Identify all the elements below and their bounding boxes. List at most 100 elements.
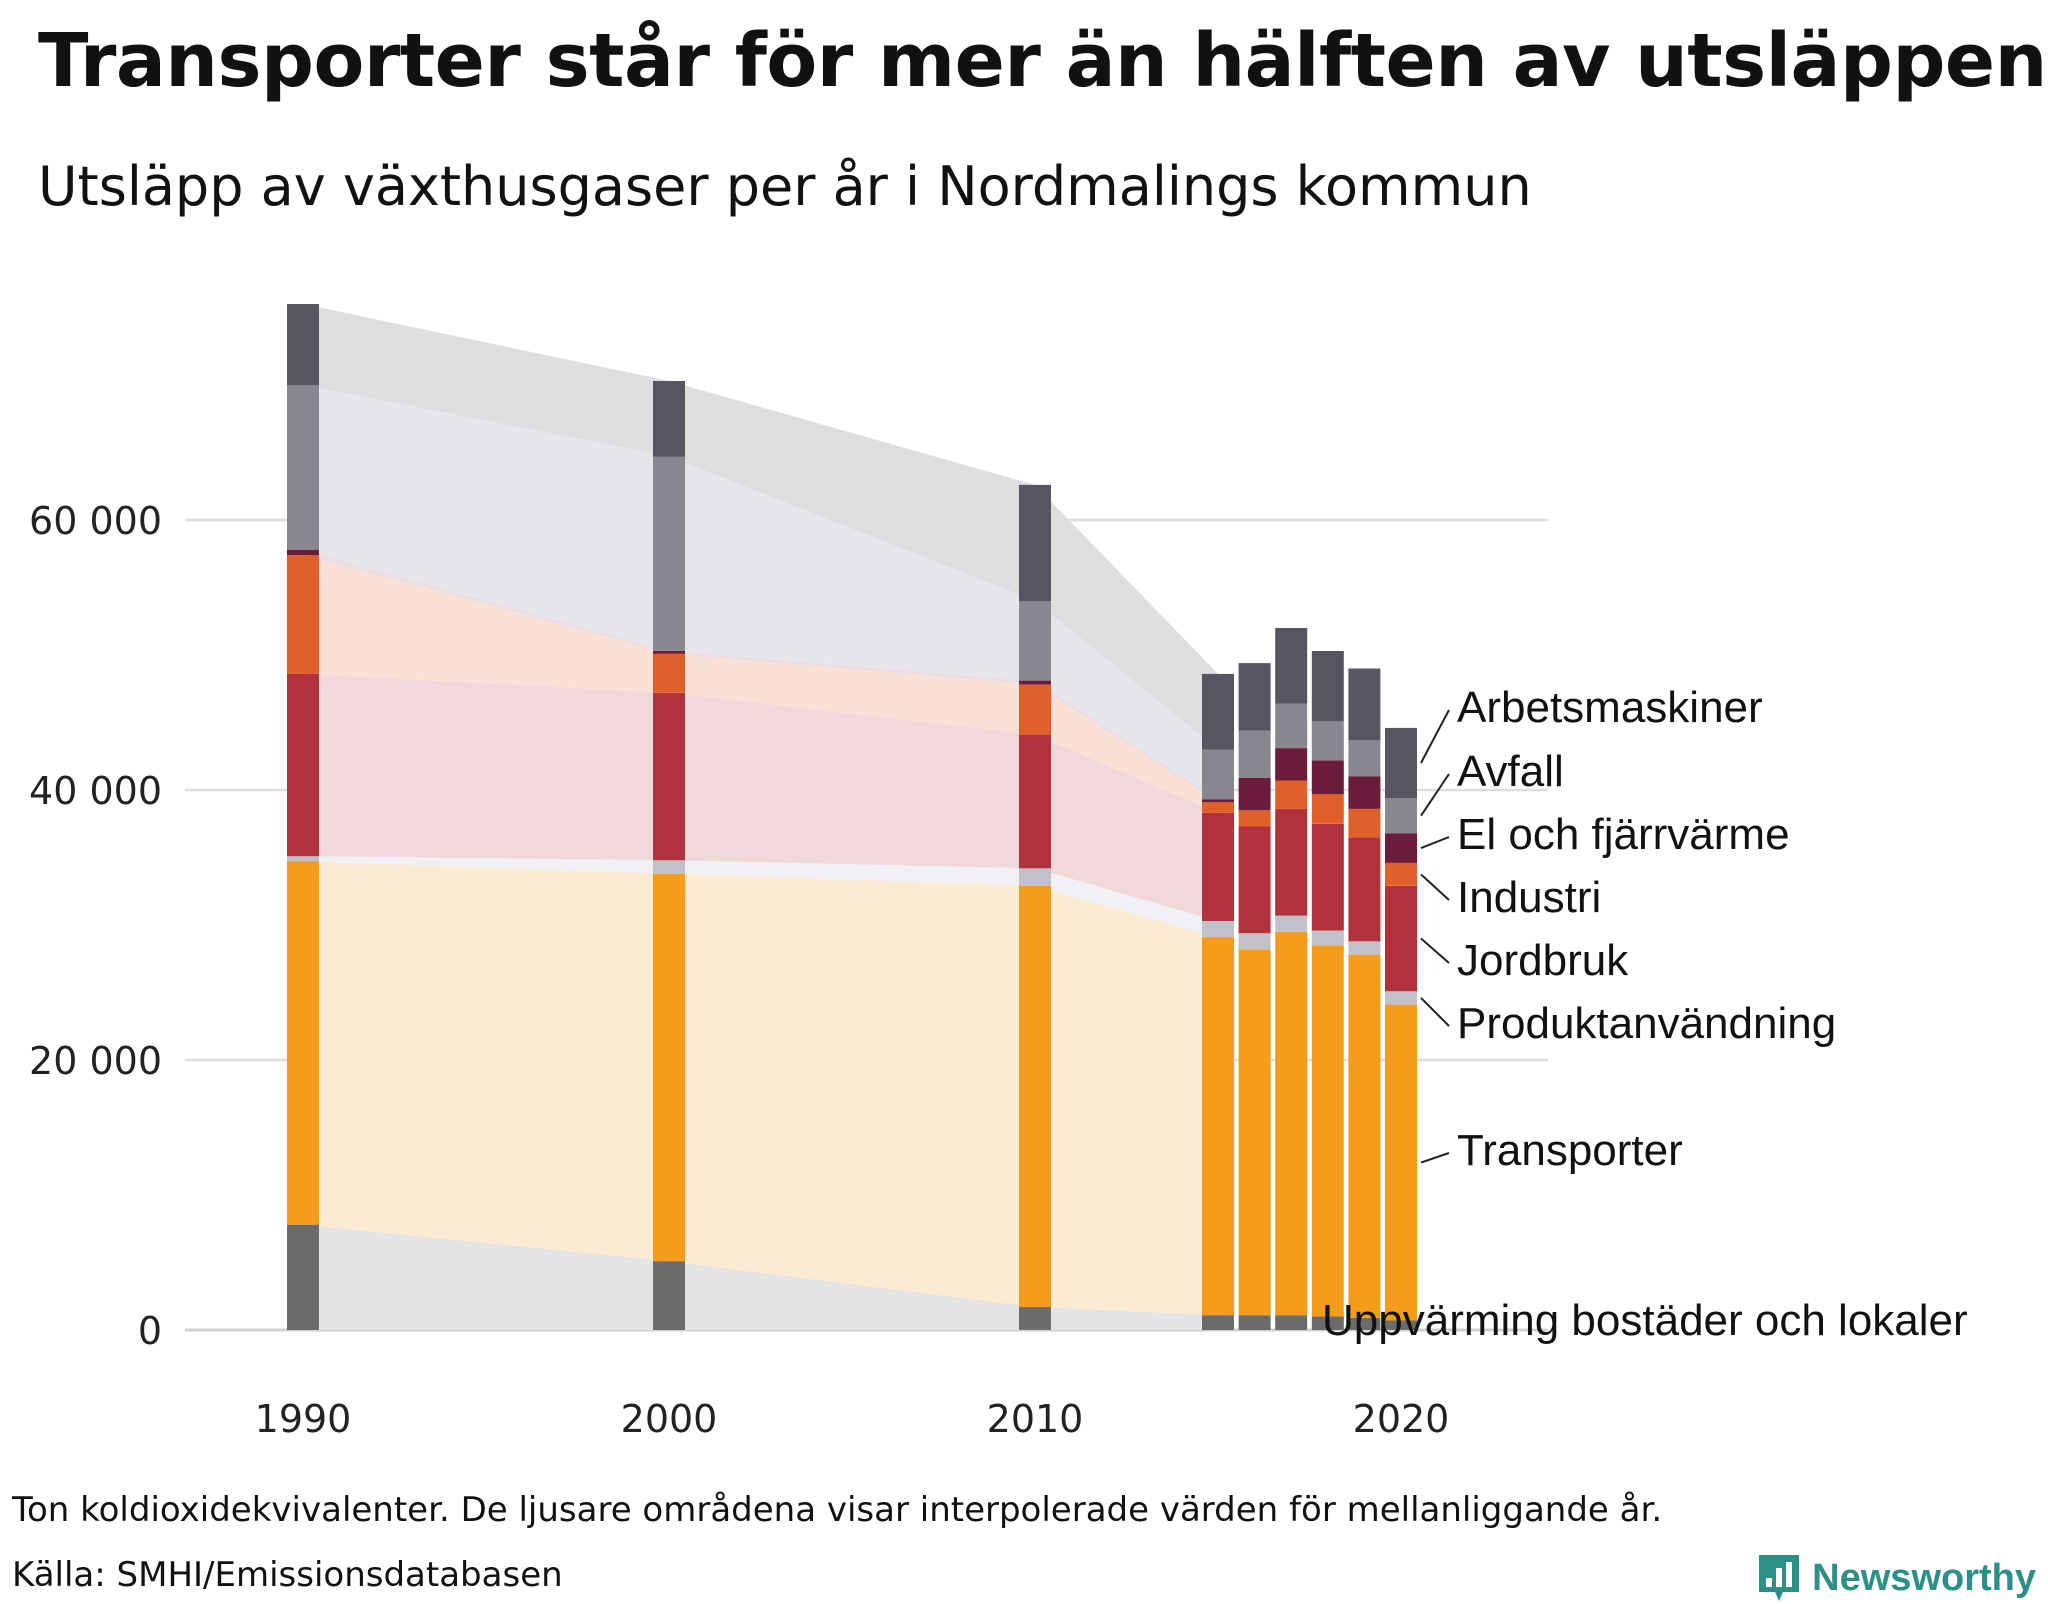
area-industri xyxy=(303,555,1218,813)
bar-segment-avfall-2020 xyxy=(1385,798,1417,834)
bar-segment-produktanvandning-2018 xyxy=(1311,930,1344,946)
bar-segment-avfall-2016 xyxy=(1238,730,1271,778)
bar-segment-produktanvandning-2017 xyxy=(1275,915,1308,932)
bar-segment-produktanvandning-2000 xyxy=(653,860,685,874)
x-tick-label: 1990 xyxy=(255,1397,352,1441)
chart-title: Transporter står för mer än hälften av u… xyxy=(38,18,2047,104)
brand[interactable]: Newsworthy xyxy=(1756,1552,2036,1604)
bar-segment-jordbruk-2015 xyxy=(1202,813,1234,921)
bar-segment-industri-2015 xyxy=(1202,802,1234,813)
bar-segment-avfall-1990 xyxy=(287,385,319,550)
bar-segment-avfall-2000 xyxy=(653,456,685,651)
bar-segment-jordbruk-2018 xyxy=(1311,823,1344,931)
bar-segment-transporter-2000 xyxy=(653,873,685,1262)
series-label-jordbruk: Jordbruk xyxy=(1457,936,1629,985)
bar-segment-industri-2020 xyxy=(1385,862,1417,886)
leader-line xyxy=(1420,937,1450,964)
bar-segment-produktanvandning-2015 xyxy=(1202,921,1234,938)
area-arbetsmaskiner xyxy=(303,304,1218,750)
bar-segment-transporter-2019 xyxy=(1348,954,1381,1318)
bar-segment-industri-2018 xyxy=(1311,794,1344,824)
bar-segment-industri-2016 xyxy=(1238,810,1271,827)
area-transporter xyxy=(303,861,1218,1316)
bar-segment-jordbruk-2010 xyxy=(1019,734,1051,869)
series-label-industri: Industri xyxy=(1457,873,1601,922)
bar-segment-avfall-2019 xyxy=(1348,740,1381,777)
bar-segment-transporter-2017 xyxy=(1275,931,1308,1316)
bar-segment-produktanvandning-2010 xyxy=(1019,868,1051,886)
bar-segment-arbetsmaskiner-2019 xyxy=(1348,668,1381,740)
bar-segment-arbetsmaskiner-1990 xyxy=(287,304,319,385)
bar-segment-el-och-fjarrvarme-2019 xyxy=(1348,776,1381,809)
bar-segment-el-och-fjarrvarme-2020 xyxy=(1385,833,1417,863)
bar-segment-avfall-2015 xyxy=(1202,749,1234,800)
bar-segment-produktanvandning-2019 xyxy=(1348,941,1381,955)
leader-line xyxy=(1420,1152,1450,1164)
bar-segment-arbetsmaskiner-2010 xyxy=(1019,484,1051,601)
bar-segment-uppvarming-bostader-och-lokaler-2010 xyxy=(1019,1307,1051,1330)
bar-segment-uppvarming-bostader-och-lokaler-2017 xyxy=(1275,1315,1308,1330)
bar-segment-el-och-fjarrvarme-2017 xyxy=(1275,748,1308,781)
leader-line xyxy=(1420,997,1450,1027)
bar-segment-avfall-2017 xyxy=(1275,703,1308,749)
bar-segment-transporter-2020 xyxy=(1385,1004,1417,1321)
bar-segment-uppvarming-bostader-och-lokaler-2015 xyxy=(1202,1315,1234,1330)
footnote: Ton koldioxidekvivalenter. De ljusare om… xyxy=(12,1490,1663,1530)
bar-segment-arbetsmaskiner-2017 xyxy=(1275,628,1308,704)
bar-segment-jordbruk-2020 xyxy=(1385,885,1417,992)
x-tick-label: 2020 xyxy=(1353,1397,1450,1441)
series-label-arbetsmaskiner: Arbetsmaskiner xyxy=(1457,683,1763,732)
bar-segment-industri-2000 xyxy=(653,653,685,693)
area-produktanvandning xyxy=(303,856,1218,938)
bar-segment-uppvarming-bostader-och-lokaler-2000 xyxy=(653,1261,685,1330)
y-tick-label: 20 000 xyxy=(29,1039,162,1083)
bar-segment-produktanvandning-2016 xyxy=(1238,933,1271,950)
bar-segment-avfall-2010 xyxy=(1019,601,1051,681)
bar-segment-el-och-fjarrvarme-2010 xyxy=(1019,680,1051,685)
bar-segment-el-och-fjarrvarme-2018 xyxy=(1311,760,1344,795)
leader-line xyxy=(1420,709,1450,764)
source-note: Källa: SMHI/Emissionsdatabasen xyxy=(12,1555,563,1595)
area-avfall xyxy=(303,385,1218,800)
bar-segment-el-och-fjarrvarme-2016 xyxy=(1238,777,1271,811)
bar-segment-transporter-1990 xyxy=(287,861,319,1225)
bar-segment-el-och-fjarrvarme-2015 xyxy=(1202,799,1234,803)
bar-segment-arbetsmaskiner-2016 xyxy=(1238,663,1271,731)
bar-segment-produktanvandning-1990 xyxy=(287,856,319,862)
bar-segment-arbetsmaskiner-2018 xyxy=(1311,651,1344,722)
bar-segment-industri-2010 xyxy=(1019,684,1051,735)
bar-segment-industri-1990 xyxy=(287,555,319,674)
x-tick-label: 2010 xyxy=(987,1397,1084,1441)
bar-segment-el-och-fjarrvarme-2000 xyxy=(653,651,685,654)
bar-segment-transporter-2018 xyxy=(1311,945,1344,1317)
leader-line xyxy=(1420,773,1450,817)
y-tick-label: 60 000 xyxy=(29,499,162,543)
newsworthy-logo-icon xyxy=(1759,1555,1800,1601)
x-tick-label: 2000 xyxy=(621,1397,718,1441)
series-label-el-och-fjarrvarme: El och fjärrvärme xyxy=(1457,810,1790,859)
bar-segment-transporter-2015 xyxy=(1202,937,1234,1316)
bar-segment-jordbruk-2000 xyxy=(653,692,685,861)
chart-subtitle: Utsläpp av växthusgaser per år i Nordmal… xyxy=(38,155,1532,218)
bar-segment-el-och-fjarrvarme-1990 xyxy=(287,549,319,556)
bar-segment-avfall-2018 xyxy=(1311,721,1344,761)
bar-segment-uppvarming-bostader-och-lokaler-2020 xyxy=(1385,1320,1417,1330)
bar-segment-jordbruk-2016 xyxy=(1238,826,1271,934)
bar-segment-jordbruk-2017 xyxy=(1275,808,1308,916)
bar-segment-uppvarming-bostader-och-lokaler-2016 xyxy=(1238,1315,1271,1330)
bar-segment-jordbruk-1990 xyxy=(287,673,319,857)
brand-name: Newsworthy xyxy=(1812,1556,2036,1599)
y-tick-label: 0 xyxy=(138,1309,162,1353)
bar-segment-industri-2019 xyxy=(1348,808,1381,838)
bar-segment-transporter-2016 xyxy=(1238,949,1271,1316)
bar-segment-uppvarming-bostader-och-lokaler-2018 xyxy=(1311,1316,1344,1330)
series-label-avfall: Avfall xyxy=(1457,747,1564,796)
bar-segment-industri-2017 xyxy=(1275,780,1308,809)
bar-segment-produktanvandning-2020 xyxy=(1385,991,1417,1005)
y-tick-label: 40 000 xyxy=(29,769,162,813)
bar-segment-arbetsmaskiner-2000 xyxy=(653,381,685,457)
bar-segment-transporter-2010 xyxy=(1019,885,1051,1308)
bar-segment-arbetsmaskiner-2020 xyxy=(1385,727,1417,799)
bar-segment-jordbruk-2019 xyxy=(1348,837,1381,942)
